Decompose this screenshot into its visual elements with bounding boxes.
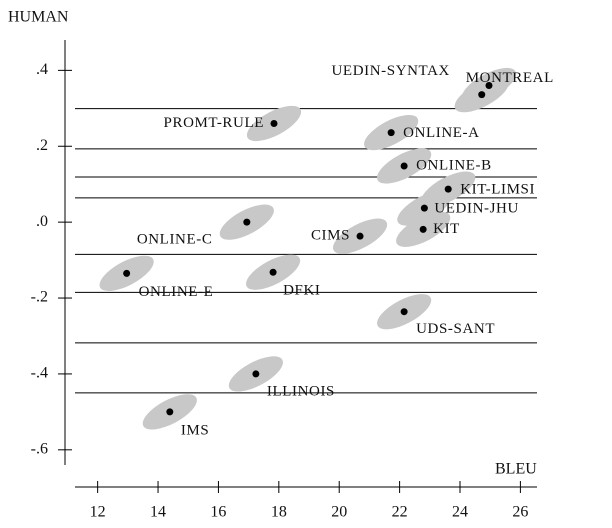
point-label: PROMT-RULE: [164, 115, 264, 131]
y-tick-label: -.2: [31, 289, 48, 306]
x-tick-label: 12: [90, 504, 106, 521]
point: [419, 225, 427, 233]
x-tick-label: 24: [452, 504, 468, 521]
x-tick-label: 18: [271, 504, 287, 521]
point: [485, 82, 493, 90]
point-label: ONLINE-A: [403, 125, 479, 141]
point-label: ONLINE-B: [416, 157, 492, 173]
point: [478, 91, 486, 99]
x-axis-label: BLEU: [495, 461, 537, 478]
y-axis-label: HUMAN: [8, 9, 69, 26]
x-tick-label: 16: [210, 504, 226, 521]
point-label: ILLINOIS: [267, 383, 335, 399]
point-label: IMS: [181, 422, 209, 438]
x-tick-label: 26: [512, 504, 528, 521]
y-tick-label: .4: [36, 61, 48, 78]
point-label: ONLINE-C: [137, 232, 213, 248]
x-tick-label: 20: [331, 504, 347, 521]
point: [166, 408, 174, 416]
point: [123, 269, 131, 277]
point-label: UEDIN-SYNTAX: [332, 63, 450, 79]
y-tick-label: .2: [36, 137, 48, 154]
y-tick-label: -.4: [31, 365, 48, 382]
point-label: DFKI: [283, 283, 320, 299]
point-label: UEDIN-JHU: [434, 201, 519, 217]
point: [243, 218, 251, 226]
x-tick-label: 14: [150, 504, 166, 521]
point: [356, 232, 364, 240]
point: [444, 185, 452, 193]
point-label: KIT-LIMSI: [460, 182, 535, 198]
point: [252, 370, 260, 378]
y-tick-label: .0: [36, 213, 48, 230]
point: [387, 129, 395, 137]
y-tick-label: -.6: [31, 440, 48, 457]
point-label: CIMS: [311, 228, 350, 244]
point-label: KIT: [433, 221, 460, 237]
point: [400, 308, 408, 316]
point: [269, 268, 277, 276]
point-label: UDS-SANT: [416, 321, 495, 337]
point: [420, 204, 428, 212]
point-label: ONLINE-E: [139, 284, 214, 300]
point: [400, 162, 408, 170]
x-tick-label: 22: [392, 504, 408, 521]
point: [270, 119, 278, 127]
point-label: MONTREAL: [466, 70, 554, 86]
